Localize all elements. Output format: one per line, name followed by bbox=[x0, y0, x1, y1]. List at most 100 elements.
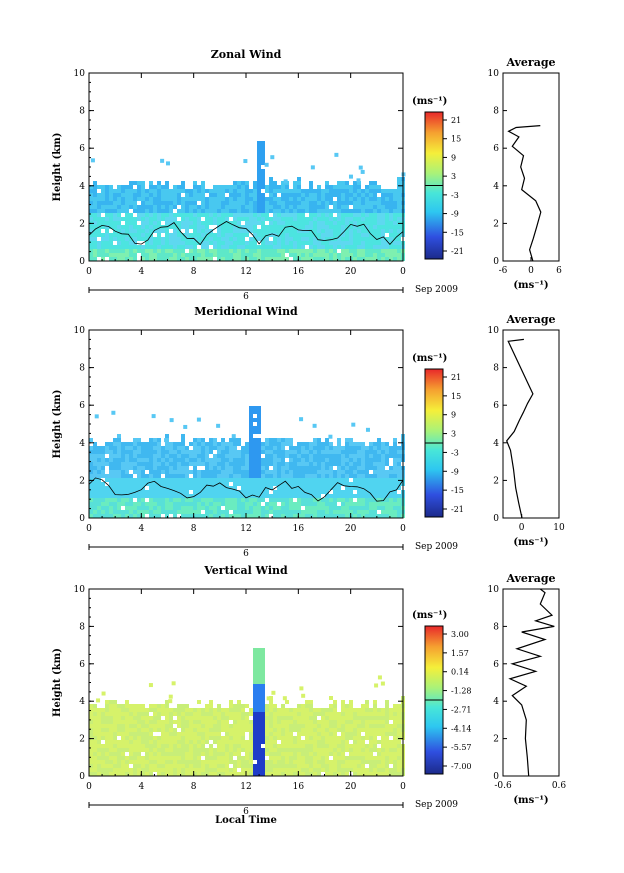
heatmap-cell bbox=[385, 700, 389, 704]
heatmap-cell bbox=[305, 700, 309, 704]
heatmap-cell bbox=[365, 241, 369, 245]
heatmap-cell bbox=[321, 736, 325, 740]
heatmap-cell bbox=[149, 249, 153, 253]
heatmap-cell bbox=[225, 189, 229, 193]
heatmap-cell bbox=[281, 197, 285, 201]
heatmap-cell bbox=[221, 736, 225, 740]
heatmap-cell bbox=[169, 253, 173, 257]
heatmap-cell bbox=[165, 728, 169, 732]
heatmap-cell bbox=[93, 494, 97, 498]
heatmap-cell bbox=[205, 478, 209, 482]
heatmap-cell bbox=[189, 716, 193, 720]
heatmap-cell bbox=[145, 720, 149, 724]
heatmap-cell bbox=[173, 478, 177, 482]
heatmap-cell bbox=[377, 466, 381, 470]
heatmap-cell bbox=[393, 498, 397, 502]
heatmap-cell bbox=[165, 181, 169, 185]
heatmap-cell bbox=[349, 708, 353, 712]
heatmap-cell bbox=[377, 768, 381, 772]
heatmap-cell bbox=[93, 454, 97, 458]
heatmap-cell bbox=[261, 209, 265, 213]
heatmap-cell bbox=[217, 253, 221, 257]
heatmap-cell bbox=[297, 474, 301, 478]
heatmap-cell bbox=[377, 446, 381, 450]
heatmap-cell bbox=[281, 716, 285, 720]
heatmap-cell bbox=[225, 466, 229, 470]
heatmap-cell bbox=[261, 764, 265, 768]
heatmap-cell bbox=[193, 221, 197, 225]
heatmap-cell bbox=[365, 221, 369, 225]
heatmap-cell bbox=[253, 700, 257, 704]
heatmap-cell bbox=[345, 245, 349, 249]
heatmap-cell bbox=[313, 756, 317, 760]
heatmap-cell bbox=[101, 245, 105, 249]
heatmap-cell bbox=[389, 708, 393, 712]
heatmap-cell bbox=[257, 728, 261, 732]
heatmap-cell bbox=[361, 506, 365, 510]
heatmap-cell bbox=[313, 221, 317, 225]
heatmap-cell bbox=[358, 165, 363, 170]
heatmap-cell bbox=[269, 189, 273, 193]
heatmap-cell bbox=[153, 470, 157, 474]
heatmap-cell bbox=[305, 241, 309, 245]
heatmap-cell bbox=[245, 490, 249, 494]
heatmap-cell bbox=[229, 241, 233, 245]
heatmap-cell bbox=[397, 768, 401, 772]
heatmap-cell bbox=[165, 161, 170, 166]
heatmap-cell bbox=[157, 450, 161, 454]
x-tick-label: 4 bbox=[138, 524, 144, 534]
heatmap-cell bbox=[145, 756, 149, 760]
heatmap-cell bbox=[261, 193, 265, 197]
heatmap-cell bbox=[177, 506, 181, 510]
heatmap-cell bbox=[377, 205, 381, 209]
heatmap-cell bbox=[213, 490, 217, 494]
heatmap-cell bbox=[309, 716, 313, 720]
avg-y-tick-label: 4 bbox=[493, 697, 499, 707]
heatmap-cell bbox=[369, 720, 373, 724]
heatmap-cell bbox=[113, 482, 117, 486]
heatmap-cell bbox=[237, 490, 241, 494]
heatmap-cell bbox=[89, 490, 93, 494]
heatmap-cell bbox=[365, 229, 369, 233]
heatmap-cell bbox=[261, 201, 265, 205]
heatmap-cell bbox=[237, 720, 241, 724]
heatmap-cell bbox=[325, 249, 329, 253]
heatmap-cell bbox=[125, 466, 129, 470]
heatmap-cell bbox=[193, 470, 197, 474]
heatmap-cell bbox=[241, 728, 245, 732]
heatmap-cell bbox=[301, 724, 305, 728]
heatmap-cell bbox=[193, 748, 197, 752]
heatmap-cell bbox=[97, 185, 101, 189]
heatmap-cell bbox=[273, 764, 277, 768]
heatmap-cell bbox=[209, 253, 213, 257]
heatmap-cell bbox=[349, 245, 353, 249]
heatmap-cell bbox=[89, 454, 93, 458]
heatmap-cell bbox=[265, 245, 269, 249]
colorbar-unit: (ms⁻¹) bbox=[412, 96, 447, 107]
heatmap-cell bbox=[281, 752, 285, 756]
heatmap-cell bbox=[137, 510, 141, 514]
heatmap-cell bbox=[345, 241, 349, 245]
heatmap-cell bbox=[133, 736, 137, 740]
heatmap-cell bbox=[329, 217, 333, 221]
heatmap-cell bbox=[353, 213, 357, 217]
heatmap-cell bbox=[229, 470, 233, 474]
heatmap-cell bbox=[173, 494, 177, 498]
heatmap-cell bbox=[293, 486, 297, 490]
heatmap-cell bbox=[193, 446, 197, 450]
heatmap-cell bbox=[241, 458, 245, 462]
heatmap-cell bbox=[397, 209, 401, 213]
heatmap-cell bbox=[185, 744, 189, 748]
heatmap-cell bbox=[193, 450, 197, 454]
heatmap-cell bbox=[237, 197, 241, 201]
heatmap-cell bbox=[313, 458, 317, 462]
heatmap-cell bbox=[241, 197, 245, 201]
heatmap-cell bbox=[329, 482, 333, 486]
heatmap-cell bbox=[357, 736, 361, 740]
heatmap-cell bbox=[385, 209, 389, 213]
heatmap-cell bbox=[381, 740, 385, 744]
heatmap-cell bbox=[365, 720, 369, 724]
heatmap-cell bbox=[129, 245, 133, 249]
heatmap-cell bbox=[185, 454, 189, 458]
heatmap-cell bbox=[189, 458, 193, 462]
